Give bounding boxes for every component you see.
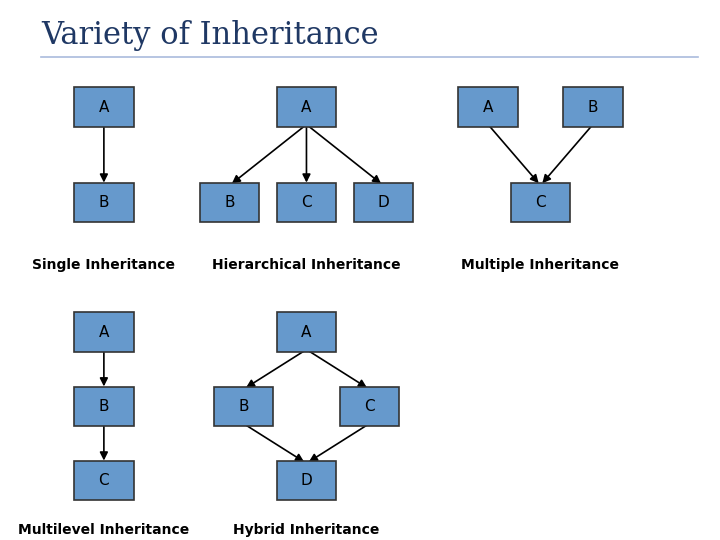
Text: C: C xyxy=(535,195,546,210)
Text: A: A xyxy=(301,325,312,340)
Text: A: A xyxy=(99,100,109,115)
Text: B: B xyxy=(238,399,249,414)
FancyBboxPatch shape xyxy=(200,183,259,222)
Text: B: B xyxy=(225,195,235,210)
FancyBboxPatch shape xyxy=(459,87,518,127)
FancyBboxPatch shape xyxy=(340,387,399,426)
Text: C: C xyxy=(364,399,374,414)
FancyBboxPatch shape xyxy=(74,183,134,222)
Text: C: C xyxy=(301,195,312,210)
FancyBboxPatch shape xyxy=(563,87,623,127)
FancyBboxPatch shape xyxy=(276,183,336,222)
Text: A: A xyxy=(483,100,493,115)
Text: Hierarchical Inheritance: Hierarchical Inheritance xyxy=(212,258,401,272)
Text: C: C xyxy=(99,473,109,488)
FancyBboxPatch shape xyxy=(276,87,336,127)
Text: Hybrid Inheritance: Hybrid Inheritance xyxy=(233,523,379,537)
Text: Single Inheritance: Single Inheritance xyxy=(32,258,176,272)
FancyBboxPatch shape xyxy=(74,387,134,426)
Text: B: B xyxy=(99,399,109,414)
Text: A: A xyxy=(99,325,109,340)
FancyBboxPatch shape xyxy=(510,183,570,222)
Text: Variety of Inheritance: Variety of Inheritance xyxy=(41,20,379,51)
FancyBboxPatch shape xyxy=(354,183,413,222)
FancyBboxPatch shape xyxy=(74,461,134,501)
Text: B: B xyxy=(99,195,109,210)
FancyBboxPatch shape xyxy=(276,461,336,501)
FancyBboxPatch shape xyxy=(214,387,274,426)
Text: D: D xyxy=(300,473,312,488)
FancyBboxPatch shape xyxy=(276,313,336,352)
FancyBboxPatch shape xyxy=(74,87,134,127)
Text: D: D xyxy=(377,195,390,210)
Text: A: A xyxy=(301,100,312,115)
Text: B: B xyxy=(588,100,598,115)
Text: Multiple Inheritance: Multiple Inheritance xyxy=(462,258,619,272)
Text: Multilevel Inheritance: Multilevel Inheritance xyxy=(18,523,189,537)
FancyBboxPatch shape xyxy=(74,313,134,352)
